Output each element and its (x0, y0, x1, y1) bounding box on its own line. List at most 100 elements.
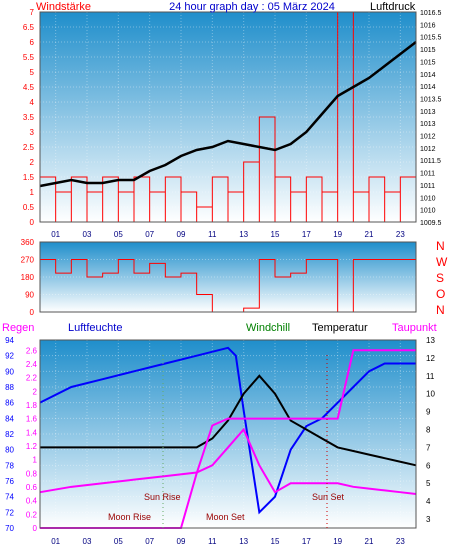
windchill-label: Windchill (246, 322, 290, 334)
pressure-line (39, 41, 417, 188)
humidity-tick-label: 76 (5, 477, 14, 486)
top-right-tick-label: 1010 (420, 195, 436, 202)
top-left-tick-label: 3 (30, 128, 35, 137)
top-x-tick-label: 07 (145, 230, 154, 239)
top-right-tick-label: 1012 (420, 134, 436, 141)
dir-tick-label: 360 (21, 238, 35, 247)
temp-tick-label: 11 (426, 372, 435, 381)
rain-line (40, 349, 416, 529)
rain-tick-label: 0.6 (26, 483, 38, 492)
top-x-tick-label: 11 (208, 230, 217, 239)
bottom-x-tick-label: 11 (208, 537, 217, 546)
temp-tick-label: 7 (426, 443, 431, 452)
dir-tick-label: 0 (30, 308, 35, 317)
dir-tick-label: 90 (25, 291, 34, 300)
humidity-tick-label: 88 (5, 383, 14, 392)
rain-tick-label: 1.8 (26, 401, 38, 410)
humidity-tick-label: 72 (5, 508, 14, 517)
top-x-tick-label: 21 (365, 230, 374, 239)
panel-border (39, 339, 417, 529)
rain-tick-label: 1.4 (26, 428, 38, 437)
wind-dir-n2-label: N (436, 303, 445, 317)
bottom-x-tick-label: 21 (365, 537, 374, 546)
top-x-tick-label: 09 (177, 230, 186, 239)
rain-tick-label: 1 (33, 456, 38, 465)
temp-tick-label: 12 (426, 354, 435, 363)
moon-rise-label: Moon Rise (108, 512, 151, 522)
top-right-tick-label: 1016.5 (420, 10, 442, 17)
rain-tick-label: 2.2 (26, 374, 38, 383)
tick-labels: 00.511.522.533.544.555.566.571009.510101… (5, 8, 441, 546)
wind-direction-line (40, 259, 416, 313)
windstaerke-label: Windstärke (36, 1, 91, 13)
temp-tick-label: 10 (426, 390, 435, 399)
top-right-tick-label: 1011 (420, 171, 435, 178)
top-x-tick-label: 19 (333, 230, 342, 239)
humidity-tick-label: 86 (5, 399, 14, 408)
top-x-tick-label: 13 (239, 230, 248, 239)
dewpoint-line (39, 427, 417, 495)
panel-border (39, 11, 417, 223)
humidity-tick-label: 84 (5, 414, 14, 423)
top-right-tick-label: 1010 (420, 208, 436, 215)
luftdruck-label: Luftdruck (370, 1, 416, 13)
temp-tick-label: 4 (426, 497, 431, 506)
bottom-x-tick-label: 05 (114, 537, 123, 546)
sun-rise-label: Sun Rise (144, 492, 181, 502)
humidity-tick-label: 90 (5, 367, 14, 376)
humidity-tick-label: 70 (5, 524, 14, 533)
top-left-tick-label: 1 (30, 188, 35, 197)
bottom-x-tick-label: 01 (51, 537, 60, 546)
taupunkt-label: Taupunkt (392, 322, 437, 334)
luftfeuchte-label: Luftfeuchte (68, 322, 122, 334)
humidity-tick-label: 94 (5, 336, 14, 345)
top-right-tick-label: 1013 (420, 121, 436, 128)
rain-tick-label: 1.6 (26, 415, 38, 424)
top-left-tick-label: 5 (30, 68, 35, 77)
rain-tick-label: 2.6 (26, 346, 38, 355)
top-right-tick-label: 1015 (420, 47, 436, 54)
top-x-tick-label: 03 (83, 230, 92, 239)
top-right-tick-label: 1015.5 (420, 35, 442, 42)
dir-tick-label: 270 (21, 256, 35, 265)
temp-tick-label: 8 (426, 426, 431, 435)
humidity-tick-label: 78 (5, 461, 14, 470)
top-left-tick-label: 4 (30, 98, 35, 107)
humidity-tick-label: 82 (5, 430, 14, 439)
top-left-tick-label: 0 (30, 218, 35, 227)
rain-tick-label: 2.4 (26, 360, 38, 369)
sun-set-label: Sun Set (312, 492, 345, 502)
wind-dir-n-label: N (436, 239, 445, 253)
top-left-tick-label: 0.5 (23, 203, 35, 212)
top-right-tick-label: 1013 (420, 109, 436, 116)
bottom-x-tick-label: 19 (333, 537, 342, 546)
top-left-tick-label: 3.5 (23, 113, 35, 122)
bottom-x-tick-label: 03 (83, 537, 92, 546)
top-left-tick-label: 5.5 (23, 53, 35, 62)
rain-tick-label: 2 (33, 387, 38, 396)
top-left-tick-label: 4.5 (23, 83, 35, 92)
top-right-tick-label: 1016 (420, 22, 436, 29)
temp-tick-label: 6 (426, 461, 431, 470)
dir-tick-label: 180 (21, 273, 35, 282)
bottom-x-tick-label: 15 (271, 537, 280, 546)
top-x-tick-label: 17 (302, 230, 311, 239)
moon-set-label: Moon Set (206, 512, 245, 522)
temperature-line (40, 374, 417, 467)
humidity-tick-label: 80 (5, 446, 14, 455)
top-left-tick-label: 6.5 (23, 23, 35, 32)
rain-tick-label: 0.8 (26, 469, 38, 478)
wind-dir-o-label: O (436, 287, 445, 301)
rain-tick-label: 0 (33, 524, 38, 533)
temp-tick-label: 3 (426, 515, 431, 524)
top-left-tick-label: 2 (30, 158, 35, 167)
top-left-tick-label: 1.5 (23, 173, 35, 182)
top-right-tick-label: 1011.5 (420, 158, 441, 165)
top-right-tick-label: 1013.5 (420, 96, 442, 103)
bottom-x-tick-label: 07 (145, 537, 154, 546)
top-x-tick-label: 01 (51, 230, 60, 239)
top-right-tick-label: 1014 (420, 84, 436, 91)
temperatur-label: Temperatur (312, 322, 368, 334)
wind-dir-w-label: W (436, 255, 448, 269)
